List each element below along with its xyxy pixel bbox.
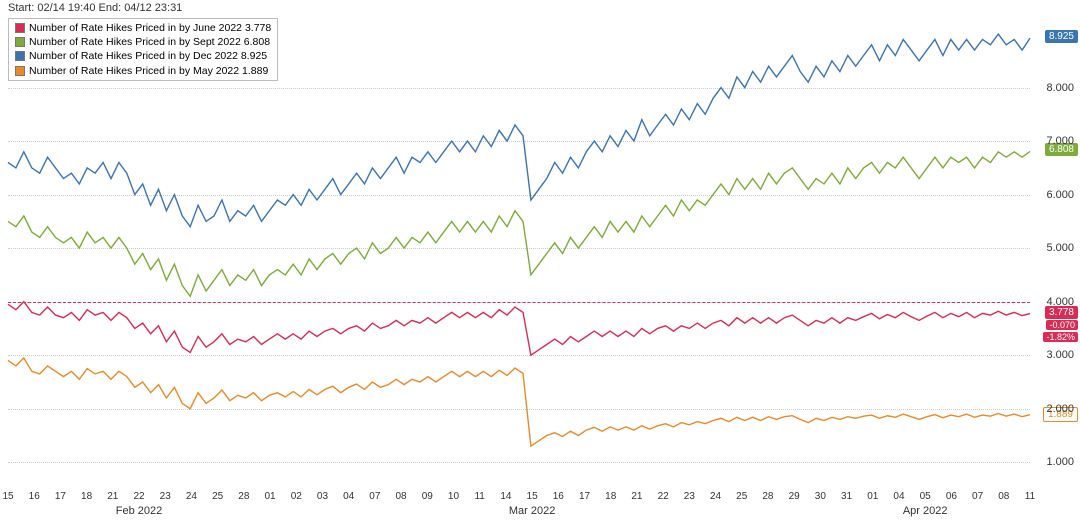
x-tick-label: 18: [605, 491, 616, 502]
x-tick-label: 29: [789, 491, 800, 502]
y-tick-label: 7.000: [1046, 135, 1074, 147]
x-tick-label: 14: [500, 491, 511, 502]
x-month-label: Feb 2022: [116, 505, 162, 517]
x-tick-label: 31: [841, 491, 852, 502]
x-tick-label: 24: [710, 491, 721, 502]
y-tick-label: 2.000: [1046, 403, 1074, 415]
x-tick-label: 01: [264, 491, 275, 502]
x-tick-label: 22: [133, 491, 144, 502]
x-tick-label: 11: [474, 491, 484, 502]
series-dec: [8, 34, 1030, 227]
x-tick-label: 06: [946, 491, 957, 502]
x-tick-label: 01: [867, 491, 878, 502]
y-tick-label: 3.000: [1046, 349, 1074, 361]
x-tick-label: 02: [291, 491, 302, 502]
x-tick-label: 28: [762, 491, 773, 502]
x-tick-label: 28: [238, 491, 249, 502]
x-tick-label: 05: [920, 491, 931, 502]
y-tick-label: 1.000: [1046, 456, 1074, 468]
chart-plot-area: [0, 0, 1080, 523]
x-tick-label: 23: [684, 491, 695, 502]
reference-line: [8, 302, 1030, 303]
x-axis: 15 16 17 18 21 22 23 24 25 28 01 02 03 04 07 08 09 10 11 14…: [8, 489, 1030, 523]
x-tick-label: 04: [893, 491, 904, 502]
x-tick-label: 07: [369, 491, 380, 502]
x-tick-label: 03: [317, 491, 328, 502]
x-tick-label: 09: [422, 491, 433, 502]
x-tick-label: 08: [998, 491, 1009, 502]
y-tick-label: 6.000: [1046, 189, 1074, 201]
y-axis: 1.000 2.000 3.000 4.000 5.000 6.000 7.000 8.000: [1032, 0, 1080, 489]
x-tick-label: 25: [736, 491, 747, 502]
x-tick-label: 30: [815, 491, 826, 502]
x-tick-label: 24: [186, 491, 197, 502]
chart-container: Start: 02/14 19:40 End: 04/12 23:31 Numb…: [0, 0, 1080, 523]
x-tick-label: 21: [107, 491, 118, 502]
x-tick-label: 07: [972, 491, 983, 502]
x-tick-label: 17: [579, 491, 590, 502]
x-tick-label: 22: [658, 491, 669, 502]
x-tick-label: 15: [2, 491, 13, 502]
x-tick-label: 16: [29, 491, 40, 502]
x-tick-label: 04: [343, 491, 354, 502]
x-tick-label: 21: [631, 491, 642, 502]
x-tick-label: 23: [160, 491, 171, 502]
x-tick-label: 10: [448, 491, 459, 502]
x-month-label: Mar 2022: [509, 505, 555, 517]
x-tick-label: 16: [553, 491, 564, 502]
x-tick-label: 18: [81, 491, 92, 502]
x-tick-label: 08: [396, 491, 407, 502]
series-sept: [8, 151, 1030, 296]
x-month-label: Apr 2022: [903, 505, 948, 517]
y-tick-label: 5.000: [1046, 242, 1074, 254]
series-may: [8, 358, 1030, 446]
x-tick-label: 11: [1025, 491, 1035, 502]
y-tick-label: 4.000: [1046, 296, 1074, 308]
series-june: [8, 302, 1030, 356]
x-tick-label: 17: [55, 491, 66, 502]
y-tick-label: 8.000: [1046, 82, 1074, 94]
x-tick-label: 15: [527, 491, 538, 502]
x-tick-label: 25: [212, 491, 223, 502]
